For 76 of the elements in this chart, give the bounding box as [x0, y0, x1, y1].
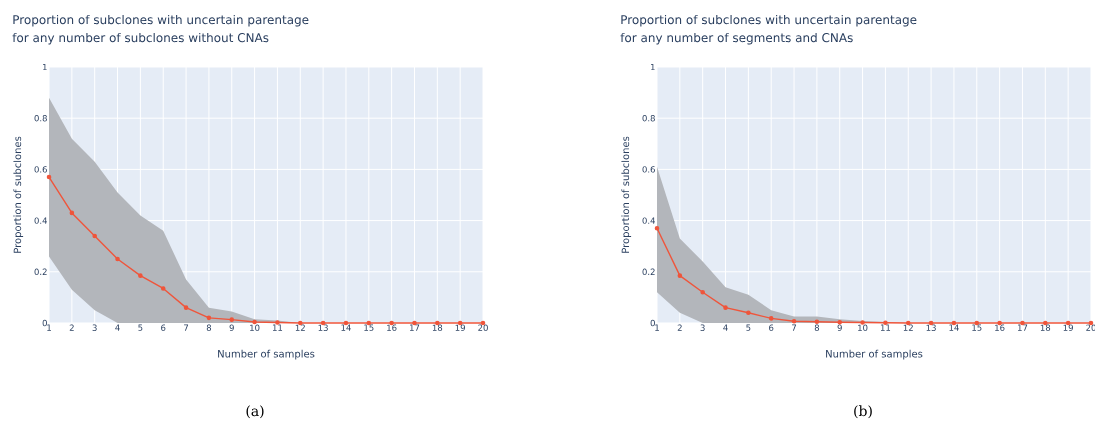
point [746, 310, 751, 316]
y-tick-label: 0.8 [34, 114, 47, 122]
y-tick-label: 0.4 [34, 217, 47, 224]
x-tick-label: 3 [92, 324, 97, 331]
point [183, 305, 189, 310]
chart-subtitle: for any number of subclones without CNAs [12, 32, 269, 45]
point [768, 316, 774, 321]
x-tick-label: 3 [700, 324, 705, 331]
y-axis-title: Proportion of subclones [621, 136, 632, 253]
x-tick-label: 9 [229, 324, 234, 331]
point [654, 225, 660, 231]
x-axis-title: Number of samples [218, 349, 315, 360]
point [92, 233, 97, 239]
y-tick-label: 1 [43, 63, 47, 71]
x-tick-label: 12 [295, 324, 305, 331]
x-tick-label: 7 [792, 324, 797, 331]
x-tick-label: 17 [410, 324, 420, 331]
x-tick-label: 15 [972, 324, 982, 331]
x-tick-label: 2 [677, 324, 682, 331]
x-tick-label: 20 [478, 324, 488, 331]
x-tick-label: 16 [995, 324, 1005, 331]
x-tick-label: 20 [1086, 324, 1095, 331]
point [791, 318, 797, 324]
point [46, 174, 52, 180]
x-tick-label: 13 [318, 324, 328, 331]
point [700, 289, 705, 295]
point [206, 315, 212, 321]
point [115, 256, 120, 262]
x-tick-label: 11 [272, 324, 283, 331]
x-tick-label: 6 [769, 324, 774, 331]
x-tick-label: 5 [746, 324, 751, 331]
chart-title: Proportion of subclones with uncertain parentage [621, 14, 917, 27]
y-axis-title: Proportion of subclones [13, 136, 24, 253]
y-tick-label: 0 [650, 319, 655, 327]
x-tick-label: 11 [880, 324, 891, 331]
y-tick-label: 0.2 [642, 268, 655, 276]
point [160, 286, 166, 291]
x-tick-label: 12 [903, 324, 913, 331]
x-tick-label: 8 [814, 324, 820, 331]
y-tick-label: 0.4 [642, 217, 655, 224]
x-tick-label: 10 [250, 324, 260, 331]
x-tick-label: 7 [184, 324, 189, 331]
text: (b) [854, 405, 872, 419]
x-tick-label: 4 [723, 324, 728, 331]
y-tick-label: 0.6 [642, 166, 655, 173]
x-tick-label: 19 [455, 324, 465, 331]
x-tick-label: 6 [161, 324, 166, 331]
y-tick-label: 0.6 [34, 166, 47, 173]
text: (a) [246, 405, 264, 419]
x-tick-label: 18 [432, 324, 443, 331]
x-tick-label: 17 [1018, 324, 1028, 331]
y-tick-label: 1 [651, 63, 655, 71]
x-tick-label: 2 [69, 324, 74, 331]
chart-title: Proportion of subclones with uncertain parentage [13, 14, 309, 27]
x-tick-label: 8 [206, 324, 212, 331]
x-tick-label: 18 [1040, 324, 1051, 331]
x-tick-label: 19 [1063, 324, 1073, 331]
x-tick-label: 5 [138, 324, 143, 331]
x-tick-label: 13 [926, 324, 936, 331]
x-tick-label: 10 [858, 324, 868, 331]
x-tick-label: 14 [949, 324, 959, 331]
chart-subtitle: for any number of segments and CNAs [620, 32, 853, 45]
x-axis-title: Number of samples [826, 349, 923, 360]
x-tick-label: 16 [387, 324, 397, 331]
point [723, 305, 728, 310]
x-tick-label: 15 [364, 324, 374, 331]
x-tick-label: 4 [115, 324, 120, 331]
x-tick-label: 9 [837, 324, 842, 331]
point [138, 273, 143, 278]
y-tick-label: 0.2 [34, 268, 47, 276]
y-tick-label: 0.8 [642, 114, 655, 122]
x-tick-label: 14 [341, 324, 351, 331]
y-tick-label: 0 [42, 319, 47, 327]
point [229, 317, 235, 322]
point [69, 210, 75, 216]
point [677, 273, 683, 278]
